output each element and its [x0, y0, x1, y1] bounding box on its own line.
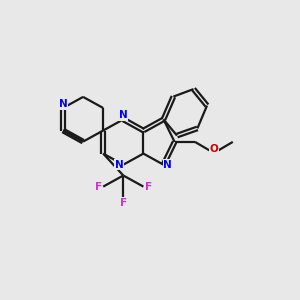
Text: N: N: [163, 160, 172, 170]
Text: F: F: [145, 182, 152, 192]
Text: F: F: [120, 198, 127, 208]
Text: N: N: [115, 160, 124, 170]
Text: O: O: [209, 144, 218, 154]
Text: N: N: [119, 110, 128, 120]
Text: F: F: [94, 182, 102, 192]
Text: N: N: [58, 99, 68, 109]
